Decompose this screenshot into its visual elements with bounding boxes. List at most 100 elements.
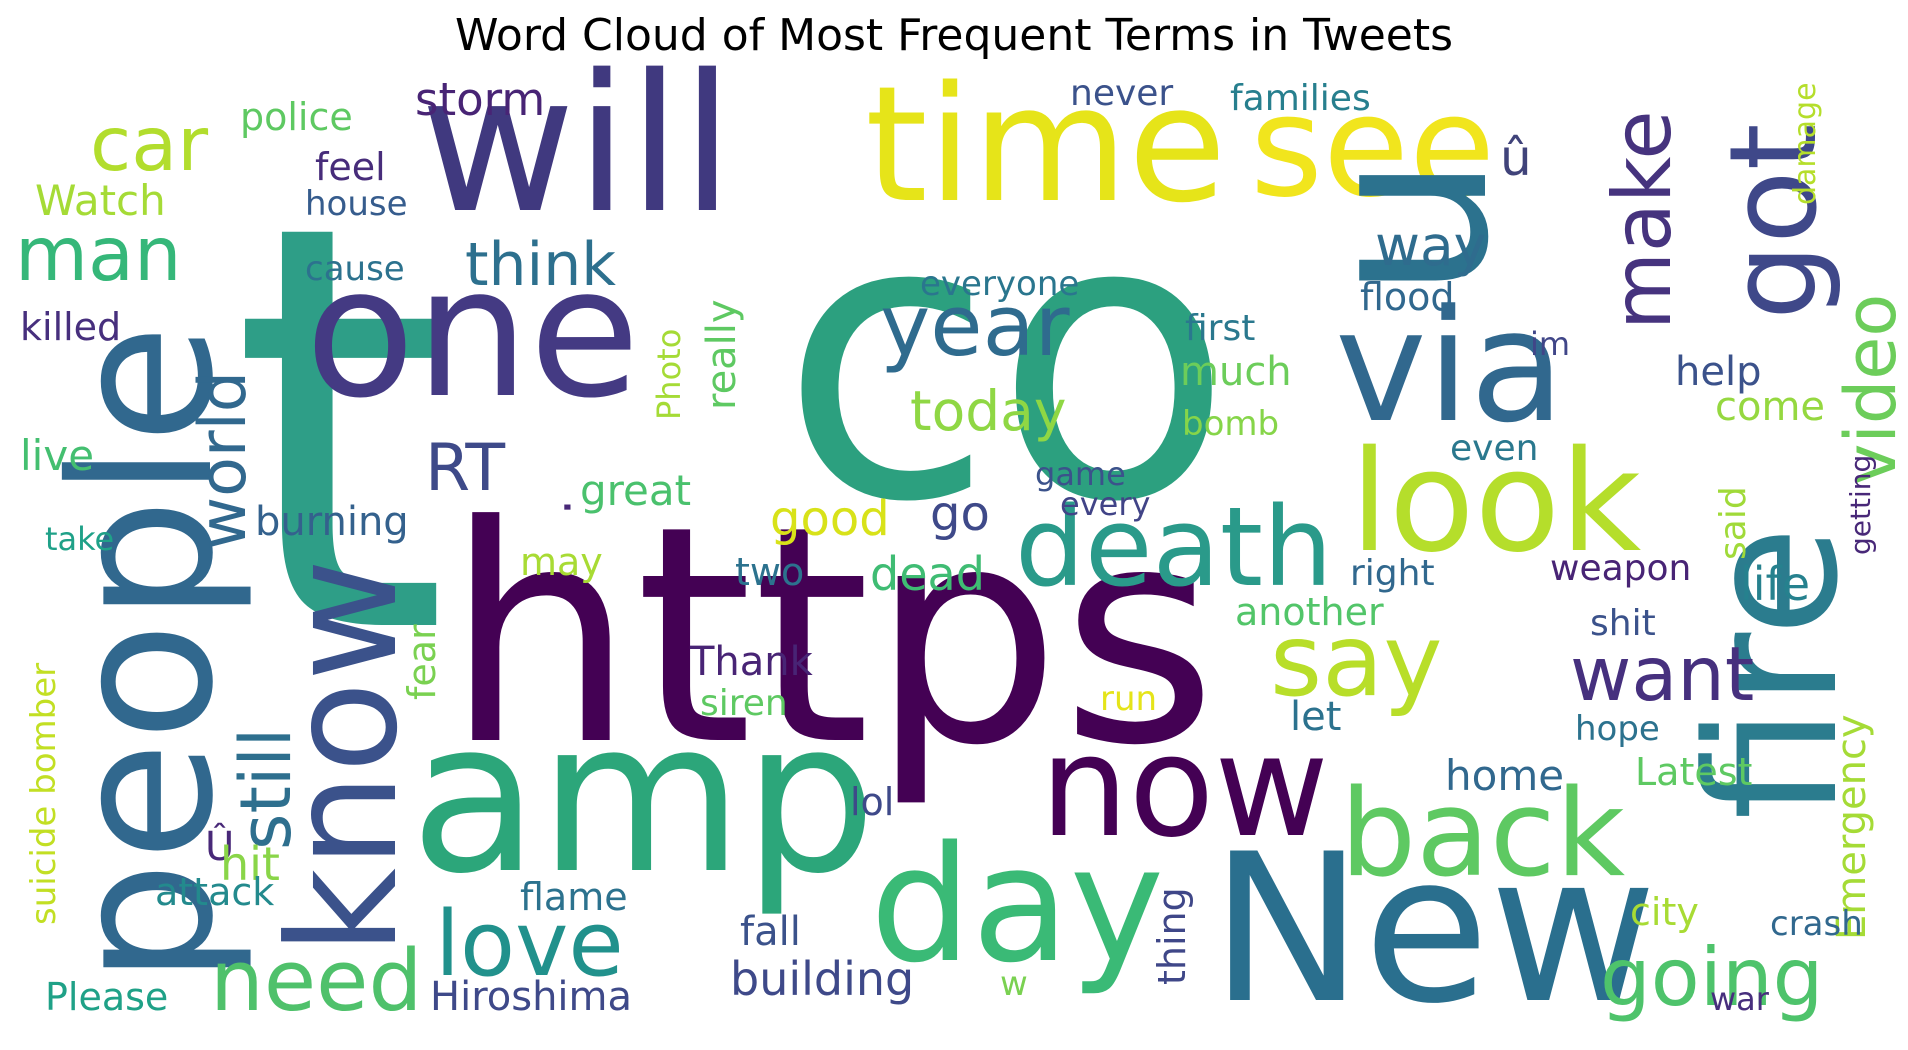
word-26: man <box>15 210 182 298</box>
word-84: Latest <box>1635 750 1752 794</box>
word-58: really <box>699 299 745 410</box>
word-55: live <box>20 431 94 480</box>
word-14: know <box>257 559 431 955</box>
word-22: need <box>210 932 422 1031</box>
word-3: amp <box>410 675 877 920</box>
word-42: feel <box>315 145 386 189</box>
word-15: day <box>870 811 1164 998</box>
word-91: thing <box>1150 887 1194 985</box>
word-49: much <box>1180 349 1292 395</box>
word-92: city <box>1630 890 1699 934</box>
word-93: crash <box>1770 904 1863 944</box>
word-70: life <box>1740 557 1810 611</box>
word-65: may <box>520 540 603 584</box>
word-82: hope <box>1575 709 1660 749</box>
word-33: RT <box>425 431 505 506</box>
word-40: never <box>1070 73 1173 114</box>
word-48: first <box>1185 308 1255 349</box>
word-25: make <box>1596 110 1689 330</box>
word-54: even <box>1450 428 1538 469</box>
word-69: weapon <box>1550 548 1691 589</box>
word-83: home <box>1445 751 1564 800</box>
word-2: https <box>445 462 1217 811</box>
word-67: dead <box>870 547 985 601</box>
word-77: fear <box>400 624 444 700</box>
word-95: building <box>730 952 914 1006</box>
word-57: Photo <box>650 329 688 420</box>
word-59: burning <box>255 499 409 545</box>
word-80: run <box>1100 679 1157 719</box>
word-17: back <box>1340 765 1626 904</box>
chart-title: Word Cloud of Most Frequent Terms in Twe… <box>454 10 1454 61</box>
word-51: im <box>1530 325 1570 363</box>
word-7: people <box>29 324 256 985</box>
word-81: let <box>1290 694 1341 740</box>
word-100: · <box>539 499 597 515</box>
word-35: think <box>465 230 616 300</box>
word-85: lol <box>850 780 894 824</box>
word-8: time <box>865 51 1226 238</box>
word-20: say <box>1270 602 1443 719</box>
word-52: help <box>1675 349 1761 395</box>
word-72: shit <box>1590 603 1656 644</box>
word-12: fire <box>1669 526 1878 820</box>
word-1: co <box>780 133 1233 587</box>
word-36: way <box>1375 214 1486 278</box>
word-39: storm <box>415 73 545 126</box>
word-4: New <box>1210 811 1657 1049</box>
word-97: Hiroshima <box>430 974 632 1020</box>
word-10: u <box>1273 154 1540 300</box>
word-23: going <box>1600 931 1823 1024</box>
word-13: look <box>1350 421 1641 584</box>
word-76: suicide bomber <box>24 663 64 925</box>
word-18: death <box>1015 483 1333 611</box>
word-79: siren <box>700 683 788 724</box>
word-87: Û <box>205 822 234 870</box>
word-16: now <box>1040 706 1329 869</box>
word-41: families <box>1230 78 1371 119</box>
word-34: today <box>910 379 1066 443</box>
word-5: will <box>420 34 734 255</box>
word-89: attack <box>155 870 274 914</box>
word-46: everyone <box>920 264 1079 304</box>
word-75: getting <box>1844 455 1877 555</box>
word-68: right <box>1350 553 1435 594</box>
word-19: got <box>1705 123 1844 320</box>
word-73: said <box>1713 486 1754 560</box>
word-44: cause <box>305 249 405 289</box>
word-71: another <box>1235 590 1384 634</box>
word-45: killed <box>20 305 121 349</box>
word-28: û <box>1500 129 1532 187</box>
word-86: Emergency <box>1829 714 1875 940</box>
word-53: come <box>1715 384 1825 430</box>
word-88: hit <box>220 837 280 891</box>
word-64: go <box>930 486 990 542</box>
word-56: take <box>45 520 114 558</box>
word-37: Watch <box>35 176 166 225</box>
word-60: great <box>580 466 691 515</box>
word-32: want <box>1570 630 1754 718</box>
word-63: good <box>770 491 890 547</box>
word-96: w <box>1000 964 1028 1004</box>
word-50: bomb <box>1182 404 1279 444</box>
word-66: two <box>735 550 804 594</box>
word-94: fall <box>740 909 801 955</box>
word-30: still <box>225 728 307 850</box>
word-38: police <box>240 95 353 139</box>
word-98: Please <box>45 975 168 1019</box>
word-24: video <box>1830 294 1908 485</box>
word-6: one <box>305 229 640 438</box>
word-62: every <box>1060 485 1150 523</box>
word-47: flood <box>1360 275 1455 319</box>
word-78: Thank <box>689 639 814 685</box>
word-90: flame <box>520 875 628 919</box>
word-31: world <box>186 371 261 550</box>
word-99: war <box>1710 980 1770 1018</box>
word-9: see <box>1250 66 1495 229</box>
word-43: house <box>305 184 408 224</box>
word-74: damage <box>1788 82 1823 205</box>
word-27: car <box>90 100 208 188</box>
word-11: via <box>1335 276 1565 457</box>
